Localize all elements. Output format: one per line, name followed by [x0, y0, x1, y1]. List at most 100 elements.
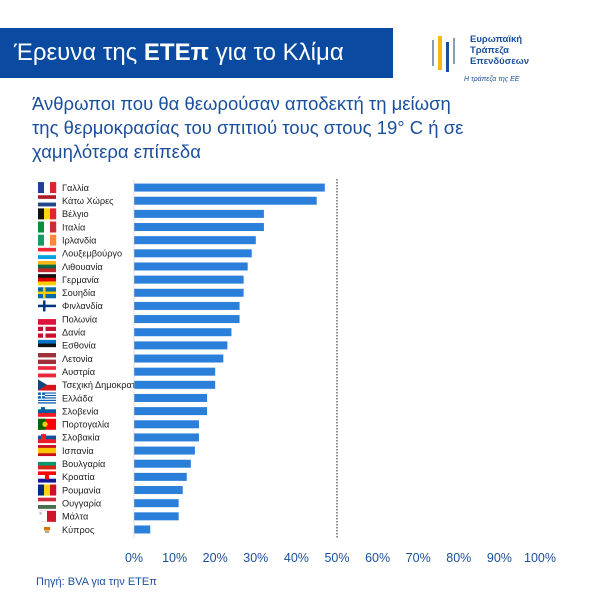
x-tick-label: 70%: [406, 551, 431, 565]
category-label: Πολωνία: [62, 314, 98, 324]
x-tick-label: 100%: [524, 551, 556, 565]
bar: [134, 459, 191, 468]
title-bold: ΕΤΕπ: [143, 39, 209, 66]
category-label: Κύπρος: [62, 525, 95, 535]
category-label: Ουγγαρία: [62, 498, 102, 508]
flag-lithuania-icon: [38, 260, 56, 273]
flag-malta-icon: [38, 510, 56, 522]
flag-spain-icon: [38, 445, 56, 457]
logo-line-3: Επενδύσεων: [470, 56, 530, 67]
category-label: Λουξεμβούργο: [62, 249, 122, 259]
bar: [134, 341, 228, 350]
category-label: Βουλγαρία: [62, 459, 106, 469]
category-label: Πορτογαλία: [62, 420, 110, 430]
category-label: Βέλγιο: [62, 209, 89, 219]
category-label: Γερμανία: [62, 275, 100, 285]
flag-croatia-icon: [38, 471, 56, 483]
flag-ireland-icon: [38, 234, 57, 246]
bar: [134, 301, 240, 310]
category-label: Λιθουανία: [62, 262, 103, 272]
flag-latvia-icon: [38, 353, 56, 365]
chart-subtitle: Άνθρωποι που θα θεωρούσαν αποδεκτή τη με…: [32, 93, 464, 162]
bar: [134, 367, 216, 376]
x-tick-label: 0%: [125, 551, 143, 565]
category-label: Σουηδία: [62, 288, 96, 298]
title-banner: Έρευνα της ΕΤΕπ για το Κλίμα: [0, 28, 393, 78]
flag-greece-icon: [38, 392, 56, 404]
flag-france-icon: [38, 182, 57, 194]
flag-netherlands-icon: [38, 195, 56, 207]
category-label: Ελλάδα: [62, 393, 94, 403]
category-label: Μάλτα: [62, 512, 89, 522]
bar: [134, 183, 325, 192]
bar: [134, 499, 179, 508]
x-tick-label: 40%: [284, 551, 309, 565]
bar: [134, 236, 256, 245]
logo-tagline: Η τράπεζα της ΕΕ: [464, 76, 520, 83]
bar: [134, 315, 240, 324]
eib-logo: Ευρωπαϊκή Τράπεζα Επενδύσεων Η τράπεζα τ…: [428, 30, 588, 90]
flag-bulgaria-icon: [38, 458, 56, 470]
flag-poland-icon: [38, 313, 56, 325]
bar: [134, 249, 252, 258]
flag-slovenia-icon: [38, 405, 56, 417]
x-tick-label: 60%: [365, 551, 390, 565]
category-label: Δανία: [62, 328, 86, 338]
flag-germany-icon: [38, 274, 56, 286]
category-label: Ιταλία: [62, 222, 86, 232]
source-note: Πηγή: BVA για την ΕΤΕπ: [36, 576, 157, 588]
x-tick-label: 20%: [203, 551, 228, 565]
category-label: Κάτω Χώρες: [62, 196, 114, 206]
bar: [134, 275, 244, 284]
flag-czechia-icon: [38, 379, 56, 391]
bar: [134, 433, 199, 442]
category-label: Σλοβενία: [62, 406, 99, 416]
bar: [134, 328, 232, 337]
bar: [134, 472, 187, 481]
x-tick-label: 50%: [324, 551, 349, 565]
category-label: Ισπανία: [62, 446, 94, 456]
category-label: Σλοβακία: [62, 433, 100, 443]
flag-sweden-icon: [38, 287, 56, 299]
bar: [134, 354, 224, 363]
flag-austria-icon: [38, 366, 56, 378]
bar: [134, 223, 264, 232]
flag-denmark-icon: [38, 326, 56, 338]
flag-finland-icon: [38, 300, 56, 312]
flag-italy-icon: [38, 221, 57, 233]
category-label: Ιρλανδία: [62, 235, 97, 245]
category-label: Γαλλία: [62, 183, 90, 193]
category-label: Λετονία: [62, 354, 93, 364]
bar: [134, 380, 216, 389]
title-prefix: Έρευνα της: [14, 39, 144, 66]
category-label: Εσθονία: [62, 341, 97, 351]
bar: [134, 446, 195, 455]
flag-belgium-icon: [38, 208, 57, 220]
logo-line-1: Ευρωπαϊκή: [470, 34, 523, 45]
bar: [134, 262, 248, 271]
x-tick-label: 30%: [243, 551, 268, 565]
bar: [134, 196, 317, 205]
category-label: Ρουμανία: [62, 485, 102, 495]
flag-slovakia-icon: [38, 431, 56, 444]
bar: [134, 288, 244, 297]
bar: [134, 486, 183, 495]
category-label: Φινλανδία: [62, 301, 103, 311]
category-label: Κροατία: [62, 472, 95, 482]
flag-cyprus-icon: [38, 523, 56, 535]
flag-luxembourg-icon: [38, 247, 56, 260]
bar: [134, 209, 264, 218]
flag-estonia-icon: [38, 339, 56, 352]
eib-logo-bars-icon: [432, 36, 455, 72]
x-tick-label: 80%: [446, 551, 471, 565]
bar: [134, 525, 151, 534]
category-label: Αυστρία: [62, 367, 96, 377]
flag-romania-icon: [38, 484, 57, 496]
bar: [134, 420, 199, 429]
x-tick-label: 90%: [487, 551, 512, 565]
bar: [134, 407, 208, 416]
flag-hungary-icon: [38, 497, 56, 509]
flag-portugal-icon: [38, 418, 56, 430]
title-suffix: για το Κλίμα: [208, 39, 344, 66]
